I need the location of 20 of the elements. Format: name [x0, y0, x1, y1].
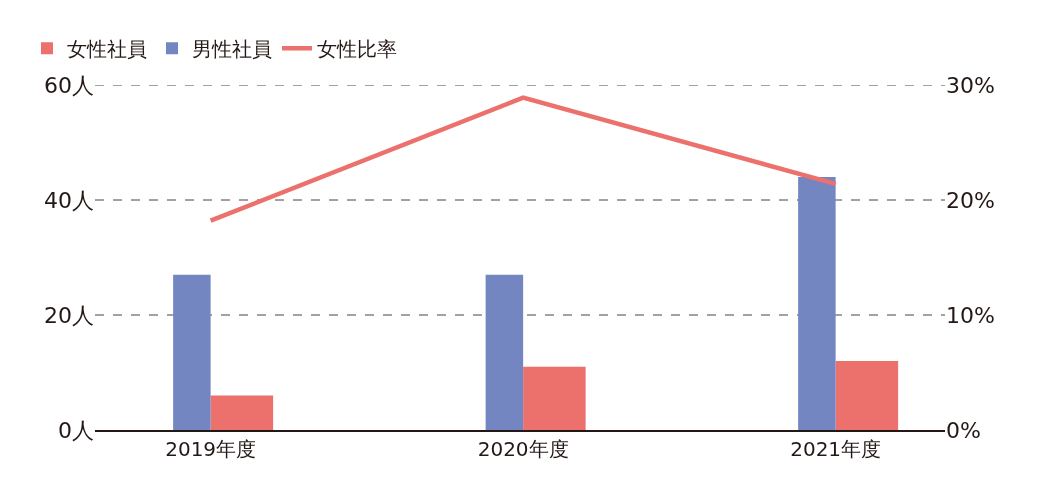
y-tick-label: 60人: [44, 72, 94, 98]
y2-tick-label: 0%: [946, 417, 981, 443]
x-tick-label: 2019年度: [165, 436, 257, 461]
y2-tick-label: 30%: [946, 72, 995, 98]
x-tick-label: 2020年度: [477, 436, 569, 461]
bar: [835, 361, 899, 430]
bar: [485, 274, 524, 430]
bar: [523, 366, 586, 430]
y2-tick-label: 10%: [946, 302, 995, 328]
bar: [173, 274, 211, 430]
legend-label: 男性社員: [192, 37, 272, 62]
legend-label: 女性比率: [317, 37, 397, 62]
y-tick-label: 20人: [44, 302, 94, 328]
bar: [798, 177, 836, 430]
legend-label: 女性社員: [67, 37, 147, 62]
x-tick-label: 2021年度: [790, 436, 882, 461]
y2-tick-label: 20%: [946, 187, 995, 213]
y-tick-label: 0人: [58, 417, 94, 443]
y-tick-label: 40人: [44, 187, 94, 213]
bar: [210, 395, 274, 430]
